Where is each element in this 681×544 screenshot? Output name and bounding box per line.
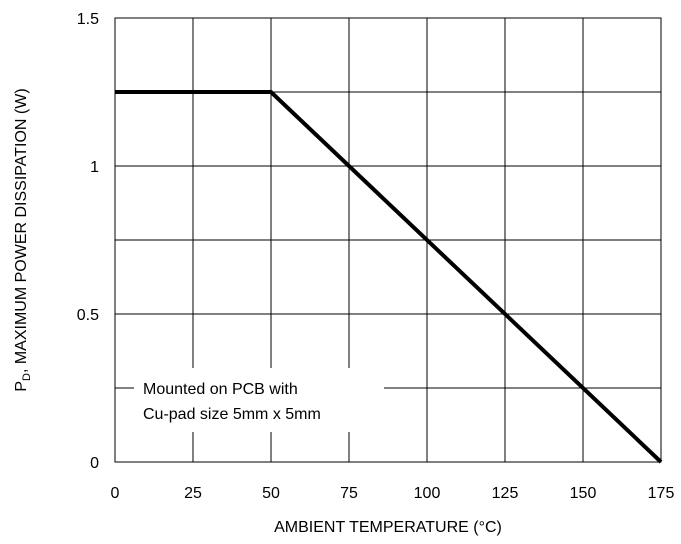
x-tick-label: 50 [262, 485, 280, 502]
annotation-background [134, 368, 384, 432]
annotation-box: Mounted on PCB with Cu-pad size 5mm x 5m… [134, 368, 384, 432]
y-tick-label: 1 [90, 159, 99, 176]
x-axis-label: AMBIENT TEMPERATURE (°C) [274, 519, 502, 536]
x-tick-label: 100 [414, 485, 441, 502]
x-tick-label: 0 [111, 485, 120, 502]
y-tick-labels: 0 0.5 1 1.5 [77, 11, 99, 472]
annotation-line-1: Mounted on PCB with [143, 381, 298, 398]
y-tick-label: 0.5 [77, 307, 99, 324]
annotation-line-2: Cu-pad size 5mm x 5mm [143, 406, 321, 423]
y-tick-label: 1.5 [77, 11, 99, 28]
x-tick-label: 150 [570, 485, 597, 502]
plot-area-frame [114, 17, 662, 463]
y-axis-label-rest: , MAXIMUM POWER DISSIPATION (W) [13, 88, 30, 373]
y-tick-label: 0 [90, 455, 99, 472]
y-axis-label-prefix: P [13, 381, 30, 392]
x-tick-labels: 0 25 50 75 100 125 150 175 [111, 485, 675, 502]
x-tick-label: 75 [340, 485, 358, 502]
series-group [115, 90, 663, 464]
x-tick-label: 25 [184, 485, 202, 502]
y-axis-label-subscript: D [21, 373, 33, 381]
x-tick-label: 125 [492, 485, 519, 502]
x-tick-label: 175 [648, 485, 675, 502]
series-line-0 [115, 90, 663, 464]
y-axis-label: PD, MAXIMUM POWER DISSIPATION (W) [13, 88, 33, 391]
